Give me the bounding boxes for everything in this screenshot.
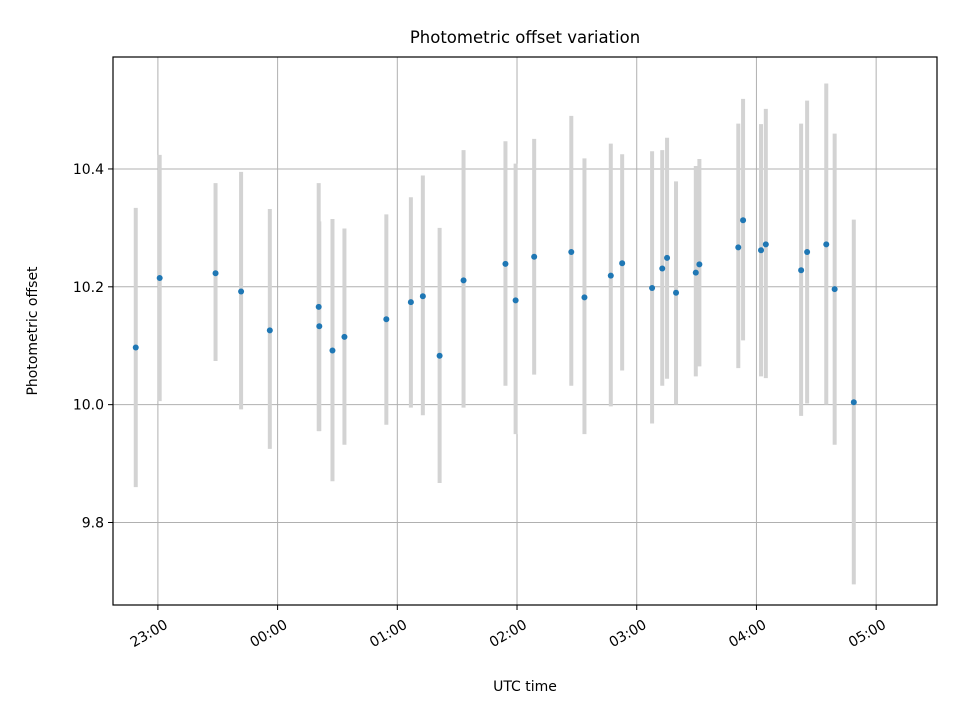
data-point xyxy=(673,289,680,296)
data-point xyxy=(315,303,322,310)
data-point xyxy=(316,323,323,330)
y-tick-label: 10.4 xyxy=(73,162,104,178)
data-point xyxy=(329,347,336,354)
y-tick-label: 10.2 xyxy=(73,280,104,296)
x-tick-label: 23:00 xyxy=(128,617,171,651)
x-tick-label: 03:00 xyxy=(607,617,650,651)
data-point xyxy=(692,269,699,276)
data-point xyxy=(156,274,163,281)
data-point xyxy=(266,327,273,334)
data-point xyxy=(512,297,519,304)
data-point xyxy=(798,267,805,274)
y-axis-label: Photometric offset xyxy=(25,266,41,396)
data-point xyxy=(238,288,245,295)
data-point xyxy=(502,260,509,267)
y-tick-label: 9.8 xyxy=(82,516,104,532)
data-point xyxy=(664,254,671,261)
data-point xyxy=(607,272,614,279)
grid xyxy=(113,57,937,605)
y-tick-label: 10.0 xyxy=(73,398,104,414)
x-axis-label: UTC time xyxy=(493,679,557,695)
data-point xyxy=(568,249,575,256)
data-point xyxy=(341,333,348,340)
data-point xyxy=(460,277,467,284)
x-tick-label: 02:00 xyxy=(487,617,530,651)
x-tick-label: 00:00 xyxy=(247,617,290,651)
data-point xyxy=(419,293,426,300)
data-point xyxy=(659,265,666,272)
data-point xyxy=(383,316,390,323)
data-point xyxy=(531,253,538,260)
data-point xyxy=(696,261,703,268)
x-tick-label: 04:00 xyxy=(726,617,769,651)
data-point xyxy=(850,399,857,406)
data-point xyxy=(823,241,830,248)
data-point xyxy=(804,249,811,256)
x-tick-label: 05:00 xyxy=(846,617,889,651)
data-point xyxy=(740,217,747,224)
data-point xyxy=(132,344,139,351)
x-tick-label: 01:00 xyxy=(367,617,410,651)
data-point xyxy=(735,244,742,251)
data-point xyxy=(649,284,656,291)
data-point xyxy=(762,241,769,248)
data-point xyxy=(619,260,626,267)
plot-frame xyxy=(112,56,938,606)
data-points xyxy=(132,217,857,406)
data-point xyxy=(436,352,443,359)
data-point xyxy=(831,286,838,293)
data-point xyxy=(212,270,219,277)
error-bars xyxy=(133,83,856,585)
chart-title: Photometric offset variation xyxy=(410,28,640,47)
data-point xyxy=(407,299,414,306)
data-point xyxy=(758,247,765,254)
data-point xyxy=(581,294,588,301)
